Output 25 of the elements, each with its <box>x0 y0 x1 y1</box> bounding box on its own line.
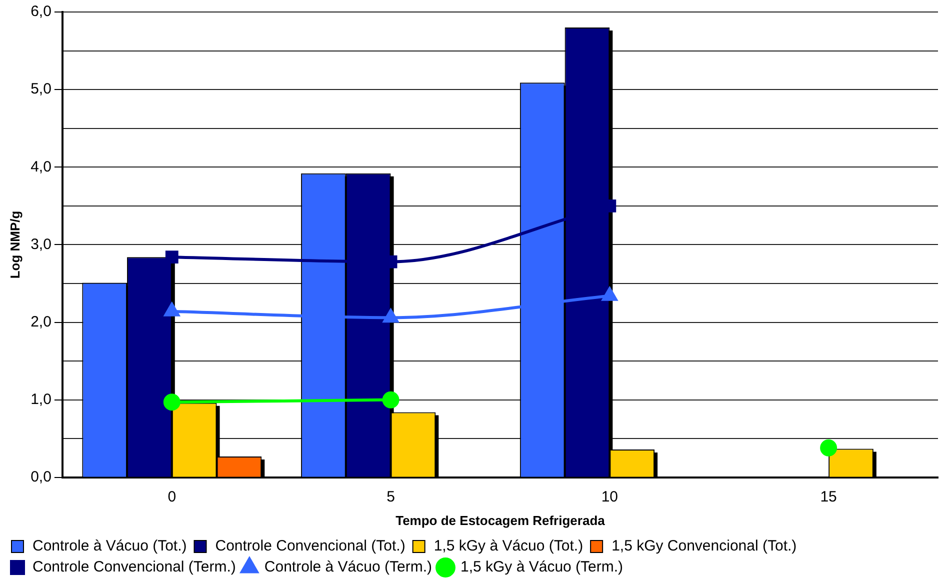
x-tick-label: 15 <box>820 488 837 506</box>
point <box>820 439 838 456</box>
legend-label: Controle à Vácuo (Tot.) <box>32 538 187 555</box>
legend-label: Controle Convencional (Term.) <box>32 558 236 576</box>
x-axis-title: Tempo de Estocagem Refrigerada <box>396 512 606 528</box>
legend-label: 1,5 kGy à Vácuo (Tot.) <box>434 538 584 555</box>
x-tick-label: 0 <box>168 488 176 506</box>
y-tick-label: 1,0 <box>30 390 52 408</box>
x-tick-label: 10 <box>601 488 618 506</box>
x-tick-label: 5 <box>386 488 395 506</box>
y-axis-title: Log NMP/g <box>7 210 22 279</box>
y-tick-label: 4,0 <box>30 158 52 176</box>
y-tick-label: 6,0 <box>30 3 52 20</box>
point <box>165 250 178 264</box>
legend-label: Controle Convencional (Tot.) <box>215 538 406 555</box>
y-tick-label: 3,0 <box>30 236 52 253</box>
legend-label: 1,5 kGy Convencional (Tot.) <box>612 538 797 555</box>
y-tick-label: 2,0 <box>30 313 52 330</box>
y-tick-label: 0,0 <box>30 468 52 486</box>
point <box>163 394 180 411</box>
point <box>383 309 398 323</box>
legend-label: Controle à Vácuo (Term.) <box>264 558 432 576</box>
y-tick-label: 5,0 <box>30 80 52 98</box>
legend-label: 1,5 kGy à Vácuo (Term.) <box>460 558 624 576</box>
point <box>382 391 400 408</box>
